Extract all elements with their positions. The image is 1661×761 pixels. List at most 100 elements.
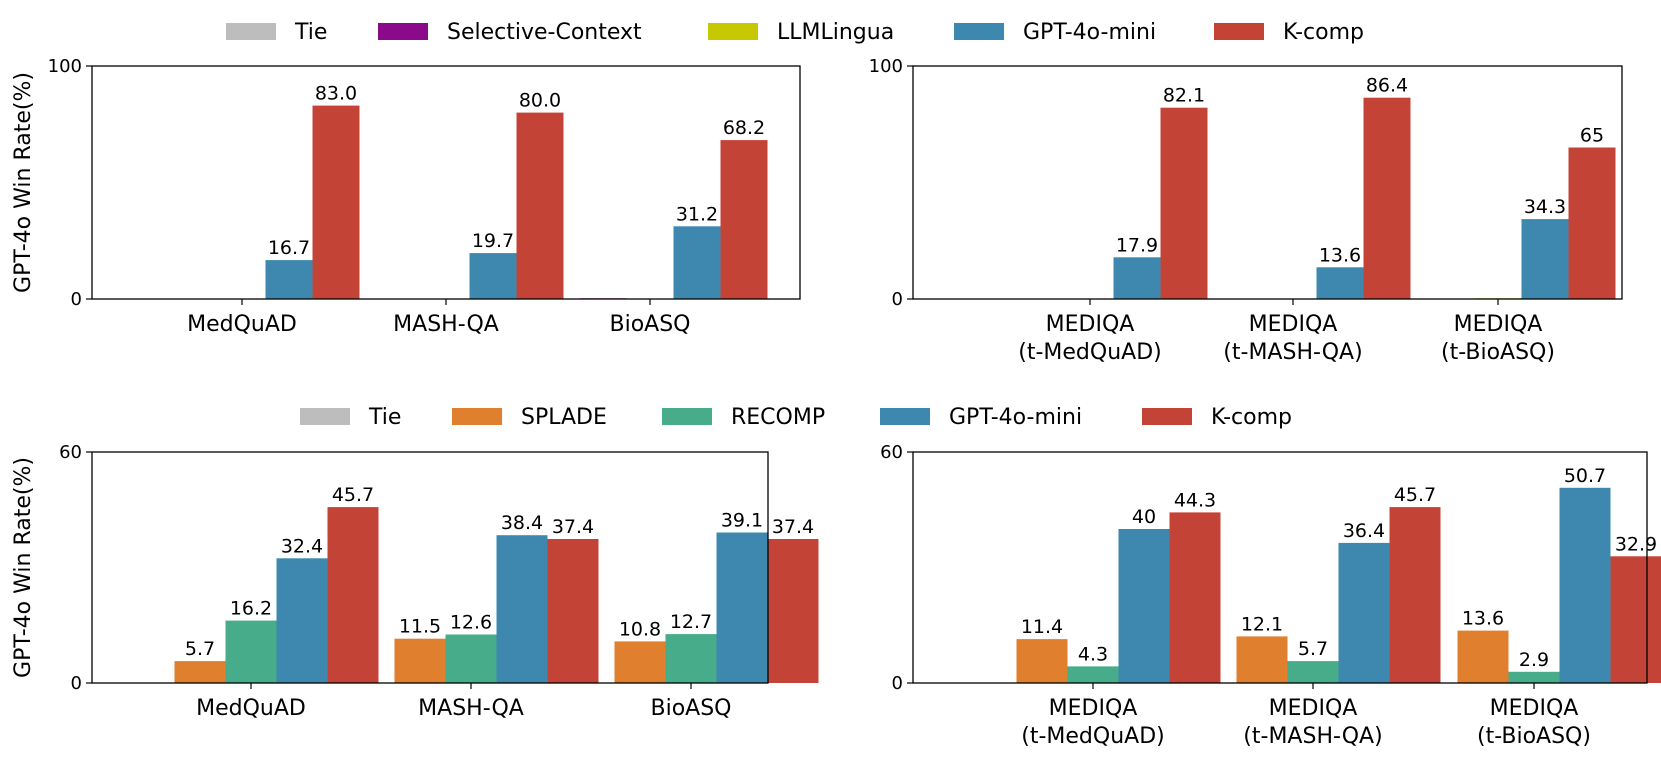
- bar-k-comp: [1160, 107, 1208, 299]
- bar-gpt-4o-mini: [469, 253, 517, 299]
- x-tick-label: MASH-QA: [418, 696, 524, 721]
- x-tick-label: MEDIQA: [1454, 312, 1543, 337]
- legend-swatch-recomp: [662, 408, 712, 425]
- bar-k-comp: [1389, 507, 1441, 683]
- bar-splade: [1236, 636, 1288, 683]
- bar-value-label: 4.3: [1078, 643, 1108, 665]
- chart-panel-bottom-left: 5.7 16.2 32.4 45.7 MedQuAD 11.5 12.6 38.4 37.4 MA…: [11, 442, 819, 721]
- bar-value-label: 34.3: [1524, 196, 1566, 218]
- legend-label-gpt-4o-mini: GPT-4o-mini: [1023, 20, 1156, 45]
- chart-panel-bottom-right: 11.4 4.3 40 44.3 MEDIQA (t-MedQuAD) 12.1 5.7 36.…: [880, 442, 1661, 749]
- bar-value-label: 11.5: [399, 616, 441, 638]
- bar-value-label: 11.4: [1021, 616, 1063, 638]
- bar-splade: [614, 641, 666, 683]
- legend-swatch-splade: [452, 408, 502, 425]
- bar-value-label: 65: [1580, 125, 1604, 147]
- bar-gpt-4o-mini: [1113, 257, 1161, 299]
- bar-value-label: 12.6: [450, 612, 492, 634]
- bar-splade: [174, 661, 226, 683]
- bar-gpt-4o-mini: [1559, 487, 1611, 683]
- legend-swatch-tie: [300, 408, 350, 425]
- bar-value-label: 5.7: [185, 638, 215, 660]
- y-tick-label: 60: [59, 442, 82, 463]
- bar-k-comp: [327, 507, 379, 683]
- bar-value-label: 82.1: [1163, 85, 1205, 107]
- y-tick-label: 60: [880, 442, 903, 463]
- legend-label-recomp: RECOMP: [731, 405, 825, 430]
- legend-swatch-gpt-4o-mini: [954, 23, 1004, 40]
- bar-splade: [1016, 639, 1068, 683]
- legend-bottom: Tie SPLADE RECOMP GPT-4o-mini K-comp: [300, 405, 1292, 430]
- legend-swatch-llmlingua: [708, 23, 758, 40]
- bar-k-comp: [767, 539, 819, 683]
- bar-value-label: 50.7: [1564, 465, 1606, 487]
- bar-recomp: [665, 634, 717, 683]
- legend-swatch-k-comp: [1142, 408, 1192, 425]
- bar-value-label: 5.7: [1298, 638, 1328, 660]
- bar-k-comp: [1610, 556, 1661, 683]
- bar-value-label: 38.4: [501, 512, 543, 534]
- x-tick-label: (t-MASH-QA): [1243, 724, 1382, 749]
- bar-gpt-4o-mini: [673, 226, 721, 299]
- bar-gpt-4o-mini: [265, 260, 313, 299]
- x-tick-label: MedQuAD: [196, 696, 306, 721]
- y-tick-label: 0: [892, 673, 903, 694]
- bar-value-label: 32.9: [1615, 533, 1657, 555]
- bar-value-label: 40: [1132, 506, 1156, 528]
- y-axis-label: GPT-4o Win Rate(%): [11, 457, 36, 678]
- x-tick-label: (t-MASH-QA): [1223, 340, 1362, 365]
- x-tick-label: MEDIQA: [1046, 312, 1135, 337]
- plot-frame: [91, 451, 769, 684]
- bar-gpt-4o-mini: [1316, 267, 1364, 299]
- bar-value-label: 37.4: [552, 516, 594, 538]
- x-tick-label: BioASQ: [651, 696, 732, 721]
- bar-gpt-4o-mini: [1521, 219, 1569, 299]
- bar-value-label: 36.4: [1343, 520, 1385, 542]
- chart-panel-top-right: 17.9 82.1 MEDIQA (t-MedQuAD) 13.6 86.4 MEDIQA (…: [869, 56, 1623, 365]
- bar-value-label: 86.4: [1366, 75, 1408, 97]
- bar-value-label: 80.0: [519, 90, 561, 112]
- legend-label-splade: SPLADE: [521, 405, 607, 430]
- legend-label-k-comp: K-comp: [1211, 405, 1292, 430]
- bar-value-label: 68.2: [723, 117, 765, 139]
- legend-label-tie: Tie: [368, 405, 401, 430]
- y-tick-label: 0: [71, 289, 82, 310]
- plot-frame: [912, 451, 1648, 684]
- bar-recomp: [225, 620, 277, 683]
- bar-value-label: 16.7: [268, 237, 310, 259]
- bar-splade: [394, 638, 446, 683]
- bar-value-label: 10.8: [619, 618, 661, 640]
- legend-label-llmlingua: LLMLingua: [777, 20, 894, 45]
- bar-splade: [1457, 630, 1509, 683]
- x-tick-label: MEDIQA: [1490, 696, 1579, 721]
- legend-swatch-k-comp: [1214, 23, 1264, 40]
- x-tick-label: MEDIQA: [1049, 696, 1138, 721]
- y-tick-label: 100: [48, 56, 82, 77]
- x-tick-label: (t-BioASQ): [1441, 340, 1555, 365]
- plot-frame: [91, 65, 801, 300]
- legend-label-gpt-4o-mini: GPT-4o-mini: [949, 405, 1082, 430]
- bar-value-label: 45.7: [332, 484, 374, 506]
- x-tick-label: MedQuAD: [187, 312, 297, 337]
- x-tick-label: (t-MedQuAD): [1018, 340, 1161, 365]
- bar-value-label: 37.4: [772, 516, 814, 538]
- x-tick-label: MASH-QA: [393, 312, 499, 337]
- bar-value-label: 13.6: [1462, 608, 1504, 630]
- legend-top: Tie Selective-Context LLMLingua GPT-4o-mini…: [226, 20, 1364, 45]
- bar-gpt-4o-mini: [496, 535, 548, 683]
- bar-gpt-4o-mini: [716, 532, 768, 683]
- bar-k-comp: [1169, 512, 1221, 683]
- bar-value-label: 39.1: [721, 510, 763, 532]
- y-tick-label: 0: [892, 289, 903, 310]
- legend-label-selective-context: Selective-Context: [447, 20, 642, 45]
- bar-k-comp: [1568, 147, 1616, 299]
- bar-recomp: [1067, 666, 1119, 683]
- bar-recomp: [445, 634, 497, 683]
- bar-recomp: [1508, 671, 1560, 683]
- bar-gpt-4o-mini: [1118, 529, 1170, 683]
- y-tick-label: 0: [71, 673, 82, 694]
- bar-value-label: 2.9: [1519, 649, 1549, 671]
- bar-value-label: 12.1: [1241, 613, 1283, 635]
- plot-frame: [912, 65, 1623, 300]
